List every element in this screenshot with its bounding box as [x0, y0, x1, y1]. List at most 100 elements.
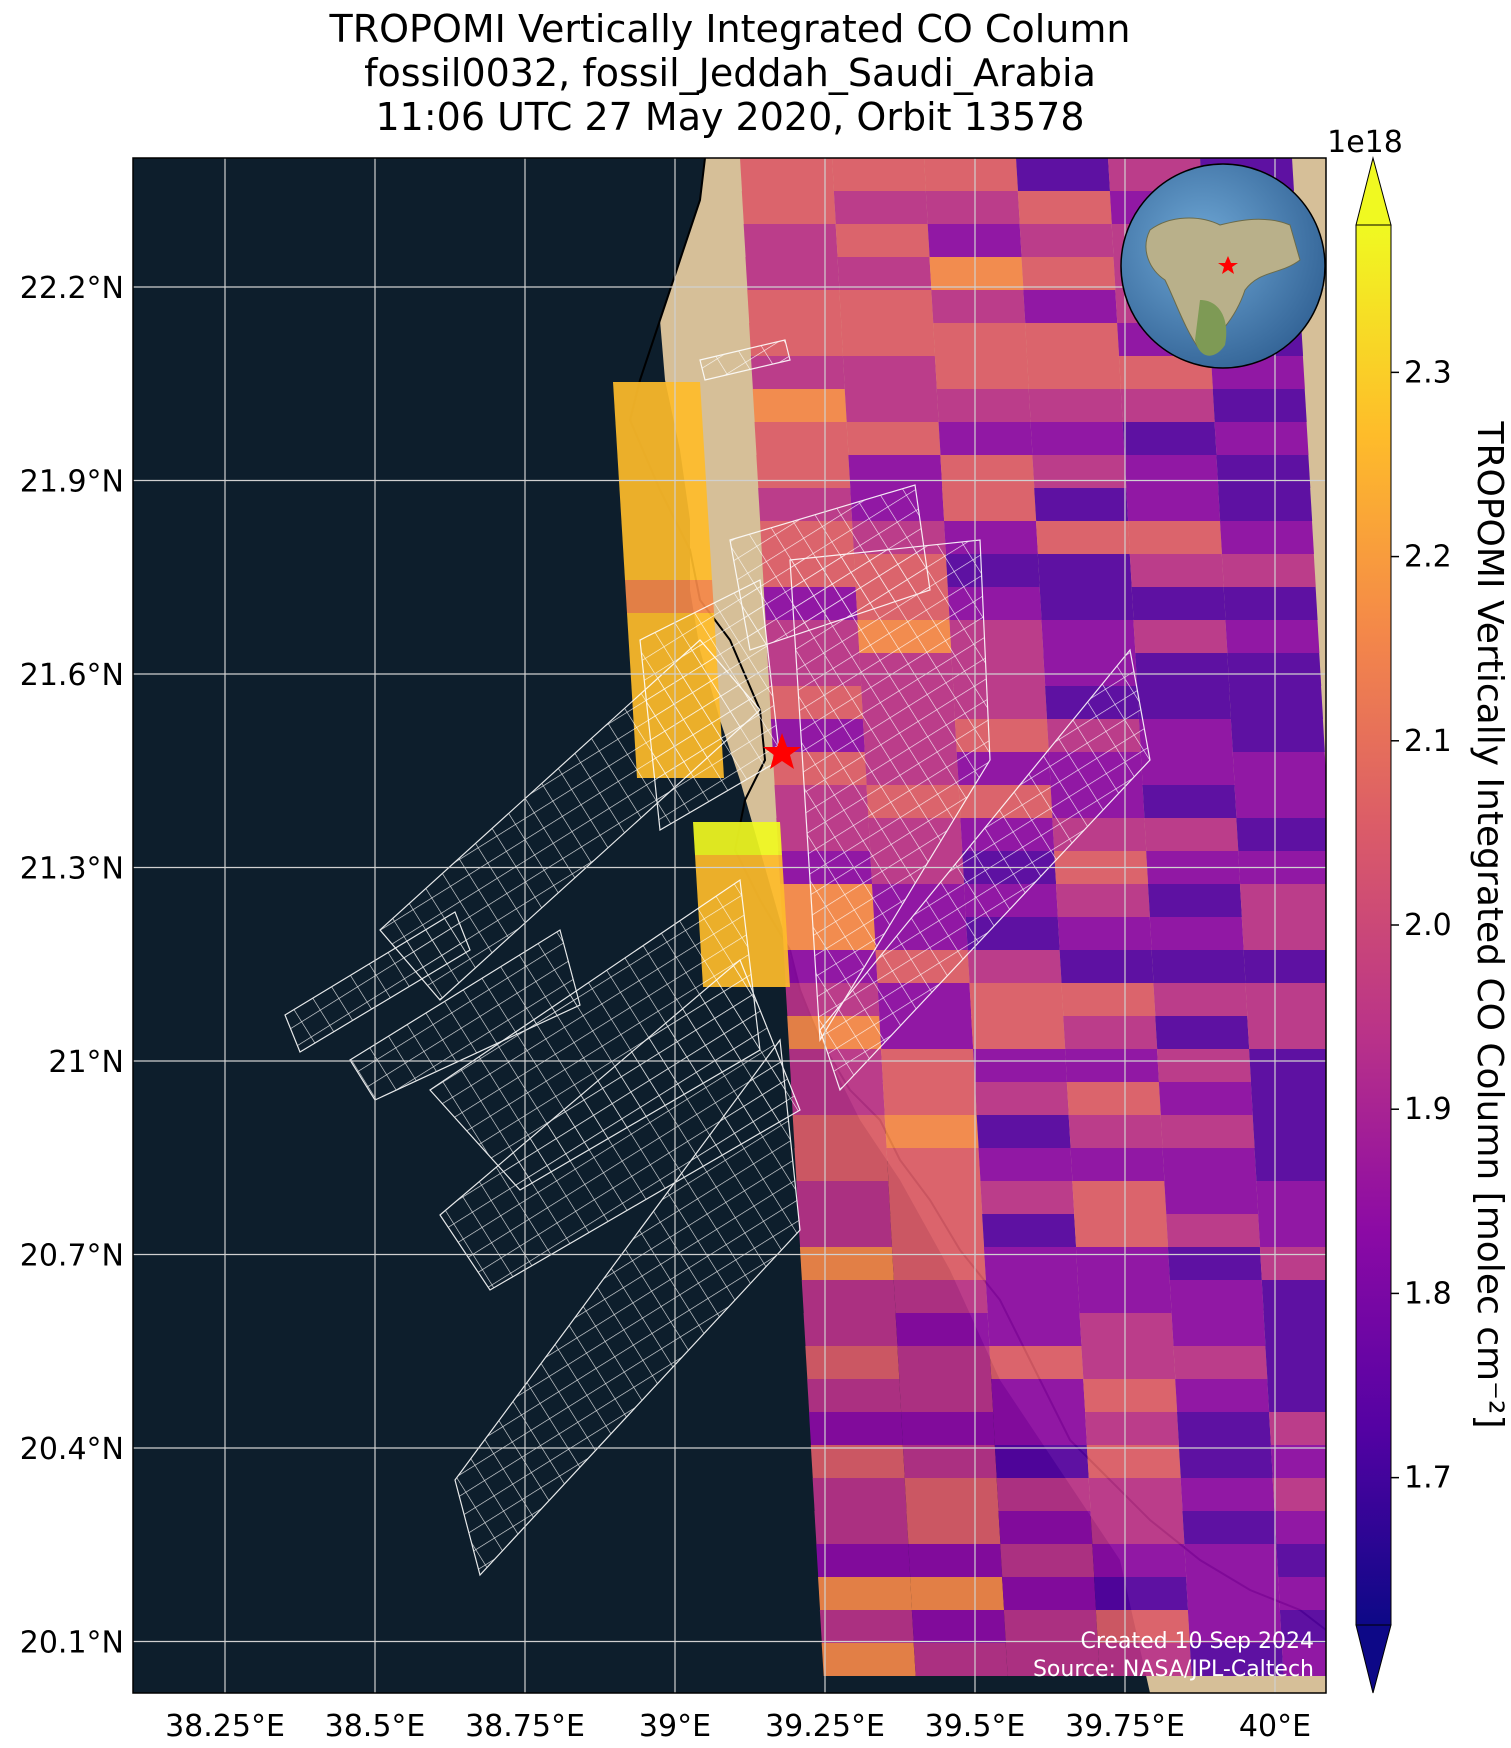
tropomi-pixel: [794, 1148, 889, 1181]
tropomi-pixel: [1173, 1346, 1268, 1379]
tropomi-pixel: [1245, 983, 1326, 1016]
tropomi-pixel: [1079, 1313, 1174, 1346]
tropomi-pixel: [819, 1610, 914, 1643]
tropomi-pixel: [1230, 719, 1325, 752]
tropomi-pixel: [1092, 1544, 1187, 1577]
tropomi-pixel: [1241, 917, 1326, 950]
tropomi-pixel: [1252, 1115, 1326, 1148]
tropomi-pixel: [891, 1247, 986, 1280]
tropomi-pixel: [1017, 191, 1112, 224]
tropomi-pixel: [1023, 290, 1118, 323]
tropomi-pixel: [754, 422, 849, 455]
tropomi-pixel: [1065, 1049, 1160, 1082]
tropomi-pixel: [1120, 389, 1215, 422]
tropomi-pixel: [1162, 1148, 1257, 1181]
lon-tick-label: 38.25°E: [165, 1709, 285, 1744]
colorbar-gradient: [1355, 224, 1392, 1626]
tropomi-pixel: [1140, 752, 1235, 785]
tropomi-pixel: [846, 422, 941, 455]
tropomi-pixel: [848, 455, 943, 488]
tropomi-pixel: [1178, 1445, 1273, 1478]
tropomi-pixel: [1034, 488, 1129, 521]
tropomi-pixel: [1094, 1577, 1189, 1610]
tropomi-pixel: [989, 1346, 1084, 1379]
tropomi-pixel: [884, 1115, 979, 1148]
tropomi-pixel: [1153, 983, 1248, 1016]
lon-tick-label: 38.5°E: [325, 1709, 426, 1744]
tropomi-pixel: [1164, 1181, 1259, 1214]
lon-tick-label: 38.75°E: [465, 1709, 585, 1744]
colorbar-ticks: 2.3 2.2 2.1 2.0 1.9 1.8 1.7: [1391, 355, 1452, 1496]
tropomi-pixel: [740, 158, 834, 191]
tropomi-pixel: [756, 455, 851, 488]
grid-patch-5: [454, 1038, 801, 1577]
tropomi-pixel: [976, 1115, 1071, 1148]
tropomi-pixel: [996, 1478, 1091, 1511]
tropomi-pixel: [693, 822, 782, 855]
credit-created: Created 10 Sep 2024: [1081, 1629, 1315, 1654]
tropomi-pixel: [1155, 1016, 1250, 1049]
tropomi-pixel: [1250, 1082, 1326, 1115]
colorbar-tick-label: 2.1: [1404, 724, 1452, 759]
tropomi-pixel: [1057, 917, 1152, 950]
tropomi-pixel: [1137, 686, 1232, 719]
tropomi-pixel: [790, 1082, 885, 1115]
tropomi-pixel: [1063, 1016, 1158, 1049]
tropomi-pixel: [906, 1511, 1001, 1544]
tropomi-pixel: [1278, 1577, 1326, 1610]
tropomi-pixel: [619, 481, 708, 514]
site-star-marker: [763, 733, 801, 769]
tropomi-pixel: [805, 1346, 900, 1379]
tropomi-pixel: [1258, 1214, 1326, 1247]
tropomi-pixel: [1223, 587, 1318, 620]
tropomi-pixel: [1084, 1412, 1179, 1445]
tropomi-pixel: [991, 1379, 1086, 1412]
tropomi-pixel: [1166, 1214, 1261, 1247]
tropomi-pixel: [913, 1643, 1008, 1676]
tropomi-pixel: [902, 1445, 997, 1478]
tropomi-pixel: [812, 1478, 907, 1511]
tropomi-pixel: [1135, 653, 1230, 686]
lon-tick-label: 39.25°E: [765, 1709, 885, 1744]
tropomi-pixel: [615, 415, 704, 448]
model-grids: [284, 339, 1151, 1577]
tropomi-pixel: [1236, 818, 1326, 851]
inset-globe: [1120, 163, 1326, 369]
tropomi-pixel: [1070, 1148, 1165, 1181]
tropomi-pixel: [1261, 1280, 1326, 1313]
tropomi-pixel: [1131, 587, 1226, 620]
tropomi-pixel: [816, 1544, 911, 1577]
tropomi-pixel: [1088, 1478, 1183, 1511]
tropomi-pixel: [1276, 1544, 1326, 1577]
tropomi-pixel: [1151, 950, 1246, 983]
tropomi-pixel: [1072, 1181, 1167, 1214]
tropomi-pixel: [881, 1049, 976, 1082]
tropomi-pixels: [613, 158, 1326, 1676]
tropomi-pixel: [899, 1379, 994, 1412]
tropomi-pixel: [888, 1181, 983, 1214]
tropomi-pixel: [1055, 884, 1150, 917]
tropomi-pixel: [900, 1412, 995, 1445]
grid-patch-11: [819, 648, 1151, 1092]
tropomi-pixel: [934, 356, 1029, 389]
tropomi-pixel: [1019, 224, 1114, 257]
colorbar-tick-label: 2.0: [1404, 908, 1452, 943]
tropomi-pixel: [1219, 521, 1314, 554]
tropomi-pixel: [1030, 422, 1125, 455]
tropomi-pixel: [1171, 1313, 1266, 1346]
tropomi-pixel: [1225, 620, 1320, 653]
tropomi-pixel: [982, 1214, 1077, 1247]
tropomi-pixel: [1274, 1511, 1326, 1544]
tropomi-pixel: [1167, 1247, 1262, 1280]
tropomi-pixel: [1026, 356, 1121, 389]
tropomi-pixel: [1032, 455, 1127, 488]
tropomi-pixel: [792, 1115, 887, 1148]
tropomi-pixel: [1059, 950, 1154, 983]
lon-tick-label: 39.5°E: [925, 1709, 1026, 1744]
title-line-3: 11:06 UTC 27 May 2020, Orbit 13578: [375, 95, 1085, 139]
globe-star-icon: [1218, 256, 1238, 274]
grid-patch-10: [789, 539, 991, 1042]
tropomi-pixel: [1212, 389, 1307, 422]
tropomi-pixel: [911, 1610, 1006, 1643]
tropomi-pixel: [1239, 884, 1326, 917]
